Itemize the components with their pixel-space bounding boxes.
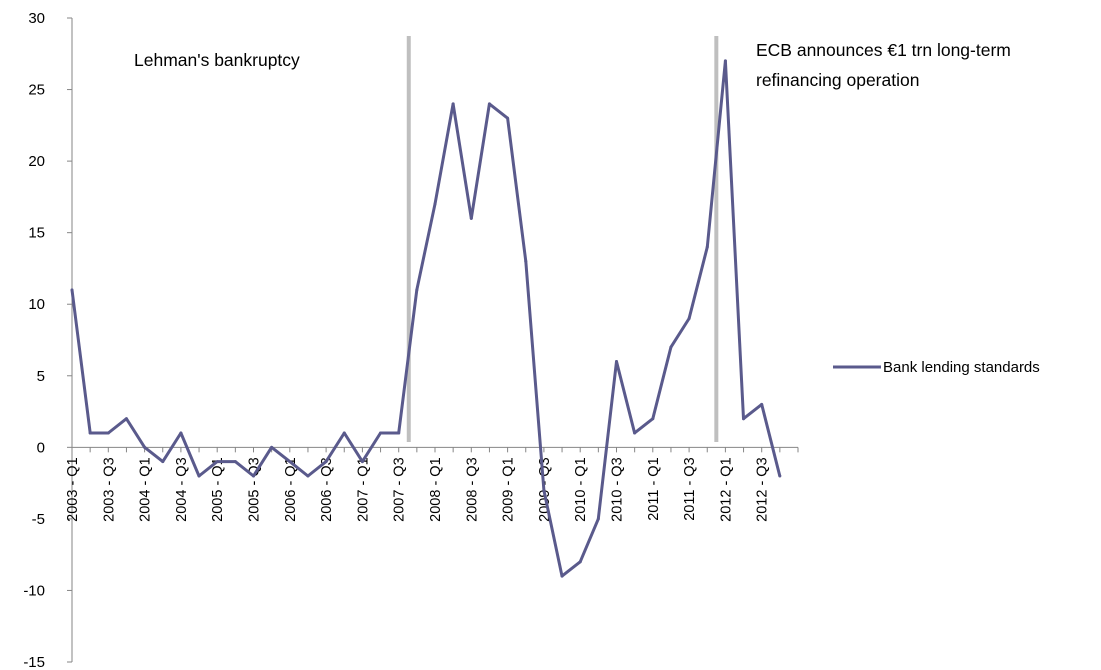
y-tick-label: 5 bbox=[37, 368, 45, 385]
series-line bbox=[70, 59, 782, 578]
legend: Bank lending standards bbox=[833, 359, 1040, 376]
x-tick-label: 2010 - Q3 bbox=[610, 457, 626, 522]
x-tick-label: 2009 - Q1 bbox=[501, 457, 517, 522]
y-tick-label: 30 bbox=[28, 10, 45, 27]
data-point bbox=[379, 431, 383, 435]
x-tick-label: 2011 - Q1 bbox=[646, 457, 662, 520]
data-point bbox=[106, 431, 110, 435]
data-point bbox=[542, 488, 546, 492]
y-tick-label: 20 bbox=[28, 153, 45, 170]
data-point bbox=[270, 445, 274, 449]
data-point bbox=[560, 574, 564, 578]
x-tick-label: 2012 - Q3 bbox=[755, 457, 771, 522]
data-point bbox=[124, 417, 128, 421]
data-point bbox=[70, 288, 74, 292]
data-point bbox=[669, 345, 673, 349]
y-tick-label: 25 bbox=[28, 82, 45, 99]
x-tick-label: 2004 - Q3 bbox=[174, 457, 190, 522]
data-point bbox=[197, 474, 201, 478]
annotation-ecb-line: ECB announces €1 trn long-term bbox=[756, 40, 1011, 60]
data-point bbox=[360, 460, 364, 464]
data-point bbox=[687, 317, 691, 321]
data-point bbox=[252, 474, 255, 478]
data-point bbox=[487, 102, 491, 106]
data-point bbox=[433, 202, 437, 206]
data-point bbox=[596, 517, 600, 521]
data-point bbox=[651, 417, 655, 421]
x-tick-label: 2007 - Q3 bbox=[392, 457, 408, 522]
y-tick-label: -5 bbox=[32, 511, 45, 528]
x-tick-label: 2003 - Q1 bbox=[65, 457, 81, 522]
x-tick-label: 2006 - Q1 bbox=[283, 457, 299, 522]
x-tick-label: 2004 - Q1 bbox=[138, 457, 154, 522]
data-point bbox=[397, 431, 401, 435]
y-tick-label: 0 bbox=[37, 439, 45, 456]
x-tick-label: 2003 - Q3 bbox=[101, 457, 117, 522]
data-point bbox=[451, 102, 455, 106]
x-tick-label: 2010 - Q1 bbox=[573, 457, 589, 522]
data-point bbox=[778, 474, 782, 478]
x-tick-label: 2006 - Q3 bbox=[319, 457, 335, 522]
event-lines bbox=[406, 36, 719, 442]
data-point bbox=[88, 431, 92, 435]
x-axis: 2003 - Q1 2003 - Q3 2004 - Q1 2004 - Q3 2005… bbox=[65, 446, 799, 522]
data-point bbox=[524, 259, 528, 263]
x-tick-label: 2007 - Q1 bbox=[355, 457, 371, 522]
data-point bbox=[233, 460, 237, 464]
legend-label: Bank lending standards bbox=[883, 359, 1040, 376]
y-tick-label: -10 bbox=[23, 582, 45, 599]
data-point bbox=[288, 460, 292, 464]
data-point bbox=[415, 288, 419, 292]
annotations: Lehman's bankruptcy ECB announces €1 trn … bbox=[134, 40, 1011, 90]
data-point bbox=[215, 460, 219, 464]
y-tick-label: 10 bbox=[28, 296, 45, 313]
data-point bbox=[506, 116, 510, 120]
x-tick-label: 2005 - Q1 bbox=[210, 457, 226, 522]
x-tick-label: 2012 - Q1 bbox=[718, 457, 734, 522]
data-point bbox=[161, 460, 165, 464]
x-tick-label: 2008 - Q1 bbox=[428, 457, 444, 522]
data-point bbox=[469, 216, 473, 220]
data-point bbox=[342, 431, 346, 435]
data-point bbox=[723, 59, 727, 63]
data-point bbox=[705, 245, 709, 249]
data-point bbox=[306, 474, 310, 478]
data-point bbox=[633, 431, 637, 435]
y-axis: 30 25 20 15 10 5 0 -5 -10 -15 bbox=[23, 10, 73, 670]
x-tick-label: 2008 - Q3 bbox=[464, 457, 480, 522]
data-point bbox=[143, 445, 147, 449]
x-tick-label: 2011 - Q3 bbox=[682, 457, 698, 520]
data-point bbox=[615, 359, 618, 363]
y-tick-label: 15 bbox=[28, 225, 45, 242]
annotation-lehman: Lehman's bankruptcy bbox=[134, 50, 300, 70]
y-tick-label: -15 bbox=[23, 654, 45, 670]
annotation-ecb-line: refinancing operation bbox=[756, 70, 919, 90]
data-point bbox=[742, 417, 746, 421]
data-point bbox=[324, 460, 328, 464]
data-point bbox=[578, 560, 582, 564]
data-point bbox=[179, 431, 183, 435]
data-point bbox=[760, 402, 764, 406]
series-layer bbox=[70, 59, 782, 578]
